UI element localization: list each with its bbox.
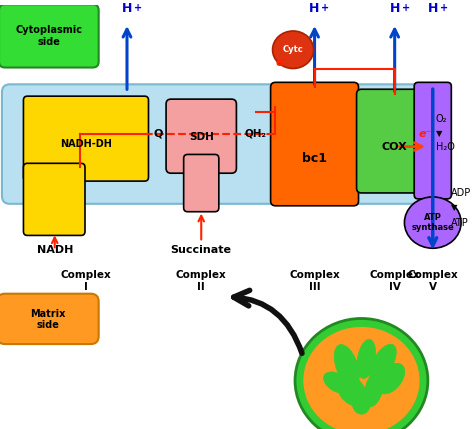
Text: bc1: bc1 — [302, 152, 327, 165]
Ellipse shape — [352, 387, 371, 414]
FancyBboxPatch shape — [0, 294, 99, 344]
Ellipse shape — [357, 339, 375, 378]
Text: ▼: ▼ — [451, 203, 458, 212]
FancyBboxPatch shape — [2, 85, 447, 204]
Text: Cytoplasmic
side: Cytoplasmic side — [15, 25, 82, 47]
FancyBboxPatch shape — [183, 154, 219, 212]
Text: ATP: ATP — [451, 218, 469, 227]
Text: V: V — [429, 282, 437, 292]
FancyBboxPatch shape — [23, 96, 148, 181]
Text: IV: IV — [389, 282, 401, 292]
Text: COX: COX — [382, 142, 408, 151]
Text: H: H — [390, 2, 400, 15]
Ellipse shape — [273, 31, 314, 69]
Ellipse shape — [295, 318, 428, 429]
FancyBboxPatch shape — [356, 89, 433, 193]
Text: QH₂: QH₂ — [245, 129, 267, 139]
Text: Complex: Complex — [407, 270, 458, 280]
Text: Complex: Complex — [61, 270, 111, 280]
Text: Succinate: Succinate — [171, 245, 232, 255]
Ellipse shape — [334, 344, 359, 387]
Text: Complex: Complex — [289, 270, 340, 280]
Text: H: H — [428, 2, 438, 15]
Text: ADP: ADP — [451, 188, 472, 198]
Text: I: I — [84, 282, 88, 292]
Text: NADH: NADH — [36, 245, 73, 255]
Text: ATP
synthase: ATP synthase — [411, 213, 454, 232]
Ellipse shape — [303, 327, 419, 429]
Ellipse shape — [404, 197, 461, 248]
FancyBboxPatch shape — [23, 163, 85, 236]
Text: Complex: Complex — [176, 270, 227, 280]
Text: Complex: Complex — [369, 270, 420, 280]
Text: H₂O: H₂O — [436, 142, 455, 151]
Text: Matrix
side: Matrix side — [30, 308, 65, 330]
Ellipse shape — [377, 363, 405, 394]
FancyBboxPatch shape — [414, 82, 451, 199]
FancyBboxPatch shape — [166, 99, 237, 173]
Text: ▼: ▼ — [436, 129, 442, 138]
Ellipse shape — [337, 375, 366, 406]
Text: e⁻: e⁻ — [418, 129, 432, 139]
Ellipse shape — [365, 370, 384, 407]
Text: SDH: SDH — [189, 132, 214, 142]
Text: O₂: O₂ — [436, 114, 447, 124]
Text: III: III — [309, 282, 320, 292]
Ellipse shape — [370, 344, 396, 381]
Text: II: II — [197, 282, 205, 292]
FancyBboxPatch shape — [271, 82, 358, 206]
Text: e⁻: e⁻ — [276, 56, 291, 69]
Text: Q: Q — [154, 129, 163, 139]
Text: +: + — [134, 3, 142, 13]
Text: +: + — [401, 3, 410, 13]
Ellipse shape — [324, 372, 350, 393]
Text: Cytc: Cytc — [283, 45, 303, 54]
Text: H: H — [122, 2, 132, 15]
Text: +: + — [439, 3, 448, 13]
Text: +: + — [321, 3, 329, 13]
FancyBboxPatch shape — [0, 4, 99, 67]
Text: NADH-DH: NADH-DH — [60, 139, 112, 148]
Text: H: H — [310, 2, 320, 15]
